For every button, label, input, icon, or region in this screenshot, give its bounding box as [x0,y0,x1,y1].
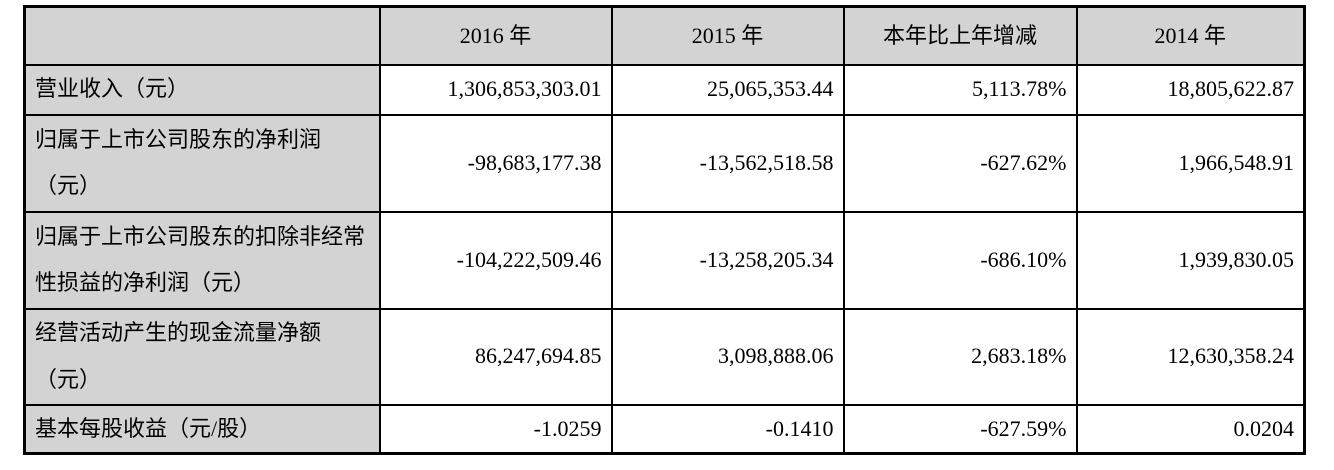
table-row-basic-eps: 基本每股收益（元/股） -1.0259 -0.1410 -627.59% 0.0… [23,403,1306,455]
cell-value: 1,306,853,303.01 [378,63,613,116]
cell-value: 1,966,548.91 [1075,113,1306,213]
row-label: 营业收入（元） [23,63,381,116]
cell-value: -627.59% [842,403,1078,455]
column-header-2015: 2015 年 [610,5,845,66]
table-row-net-profit-excl-nonrecurring: 归属于上市公司股东的扣除非经常性损益的净利润（元） -104,222,509.4… [23,210,1306,310]
cell-value: 3,098,888.06 [610,307,845,406]
cell-value: 12,630,358.24 [1075,307,1306,406]
column-header-2014: 2014 年 [1075,5,1306,66]
column-header-yoy-change: 本年比上年增减 [842,5,1078,66]
cell-value: 86,247,694.85 [378,307,613,406]
row-label: 经营活动产生的现金流量净额（元） [23,307,381,406]
cell-value: 18,805,622.87 [1075,63,1306,116]
cell-value: -686.10% [842,210,1078,310]
row-label: 归属于上市公司股东的扣除非经常性损益的净利润（元） [23,210,381,310]
cell-value: 0.0204 [1075,403,1306,455]
cell-value: -13,258,205.34 [610,210,845,310]
cell-value: 5,113.78% [842,63,1078,116]
financial-key-indicators-table: 2016 年 2015 年 本年比上年增减 2014 年 营业收入（元） 1,3… [23,5,1306,455]
cell-value: 25,065,353.44 [610,63,845,116]
cell-value: -1.0259 [378,403,613,455]
column-header-blank [23,5,381,66]
cell-value: -104,222,509.46 [378,210,613,310]
table-row-net-profit: 归属于上市公司股东的净利润（元） -98,683,177.38 -13,562,… [23,113,1306,213]
row-label: 基本每股收益（元/股） [23,403,381,455]
column-header-2016: 2016 年 [378,5,613,66]
cell-value: 2,683.18% [842,307,1078,406]
table-header-row: 2016 年 2015 年 本年比上年增减 2014 年 [23,5,1306,66]
cell-value: -13,562,518.58 [610,113,845,213]
cell-value: -0.1410 [610,403,845,455]
cell-value: -627.62% [842,113,1078,213]
row-label: 归属于上市公司股东的净利润（元） [23,113,381,213]
table-row-operating-cash-flow: 经营活动产生的现金流量净额（元） 86,247,694.85 3,098,888… [23,307,1306,406]
cell-value: 1,939,830.05 [1075,210,1306,310]
table-row-operating-revenue: 营业收入（元） 1,306,853,303.01 25,065,353.44 5… [23,63,1306,116]
cell-value: -98,683,177.38 [378,113,613,213]
